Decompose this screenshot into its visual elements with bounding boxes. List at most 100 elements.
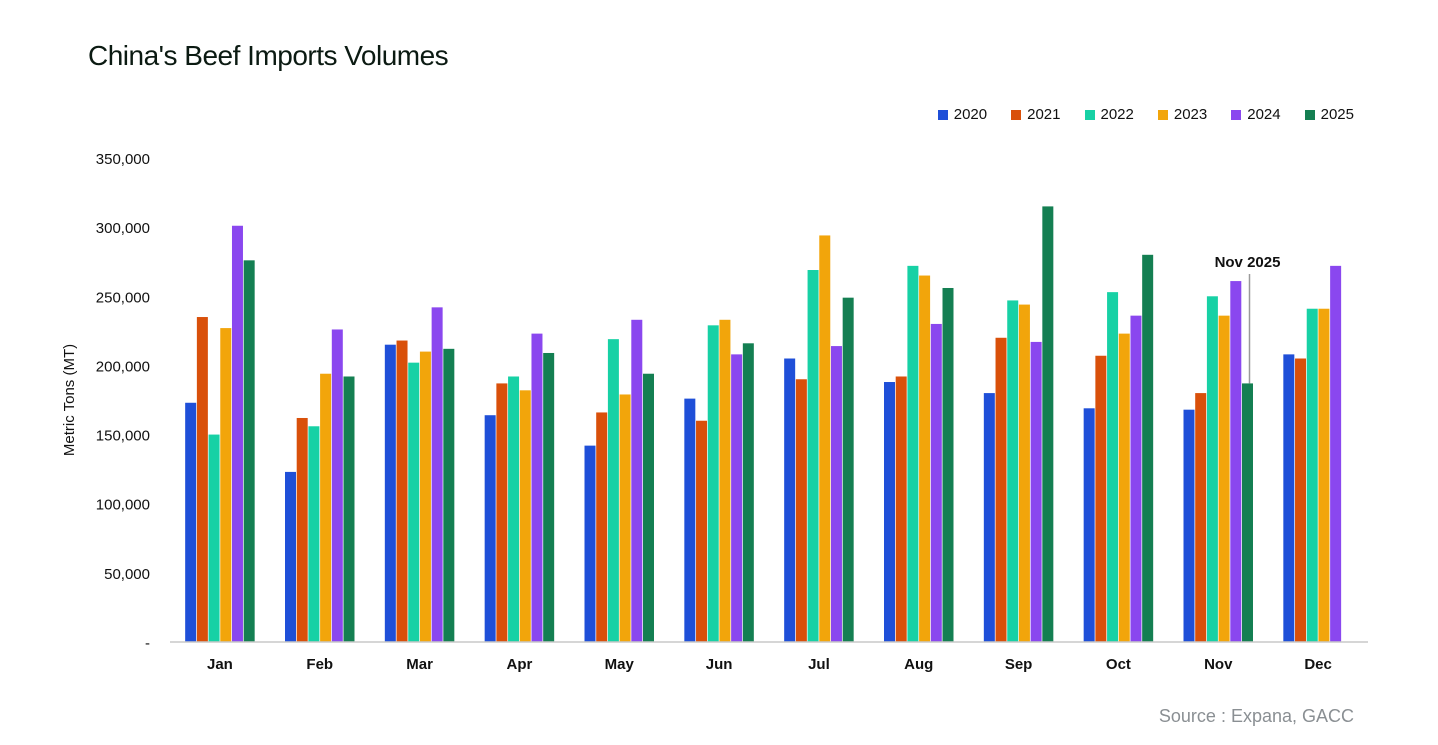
legend-item-2021: 2021 xyxy=(1011,106,1061,123)
legend-item-2023: 2023 xyxy=(1157,106,1208,123)
bar-2023-Jan xyxy=(220,328,232,642)
bar-2022-Feb xyxy=(308,426,320,642)
legend-swatch xyxy=(937,109,948,120)
bar-2020-Jun xyxy=(684,398,696,642)
bar-2024-Dec xyxy=(1330,265,1342,642)
bar-2020-Apr xyxy=(484,415,496,642)
bar-2022-Jul xyxy=(807,270,819,642)
bar-2021-Mar xyxy=(396,340,408,642)
bar-2024-Aug xyxy=(930,323,942,642)
bar-2025-Mar xyxy=(443,348,455,642)
bar-2024-Feb xyxy=(331,329,343,642)
bar-2024-Jul xyxy=(830,346,842,642)
y-tick-label: 150,000 xyxy=(96,428,150,445)
bar-2022-Aug xyxy=(907,265,919,642)
y-tick-label: 350,000 xyxy=(96,151,150,168)
bar-2022-Mar xyxy=(408,362,420,642)
bar-2021-Sep xyxy=(995,337,1007,642)
x-tick-label: Apr xyxy=(506,656,532,673)
bar-2020-Jan xyxy=(185,402,197,642)
bar-2022-Apr xyxy=(508,376,520,642)
legend: 2020 2021 2022 2023 2024 2025 xyxy=(937,106,1354,123)
legend-swatch xyxy=(1304,109,1315,120)
x-tick-label: Dec xyxy=(1304,656,1332,673)
bar-2025-Apr xyxy=(543,352,555,642)
legend-label: 2020 xyxy=(953,106,988,123)
legend-item-2020: 2020 xyxy=(937,106,988,123)
bar-2020-Oct xyxy=(1083,408,1095,642)
bar-2023-Jun xyxy=(719,319,731,642)
x-tick-label: Oct xyxy=(1106,656,1131,673)
legend-label: 2025 xyxy=(1320,106,1354,123)
x-tick-label: May xyxy=(605,656,635,673)
bar-2025-Feb xyxy=(343,376,355,642)
legend-swatch xyxy=(1157,109,1168,120)
bar-2025-Jan xyxy=(243,260,255,642)
legend-label: 2023 xyxy=(1173,106,1208,123)
legend-label: 2021 xyxy=(1027,106,1061,123)
bar-2025-Sep xyxy=(1042,206,1054,642)
bar-2021-Oct xyxy=(1095,355,1107,642)
bar-2022-Dec xyxy=(1306,308,1318,642)
x-tick-label: Jul xyxy=(808,656,830,673)
bar-2024-Oct xyxy=(1130,315,1142,642)
bar-2024-Jun xyxy=(731,354,743,642)
y-tick-label: 100,000 xyxy=(96,497,150,514)
bar-2022-Sep xyxy=(1007,300,1019,642)
bar-2024-Jan xyxy=(231,225,243,642)
x-tick-label: Mar xyxy=(406,656,433,673)
bar-2023-Dec xyxy=(1318,308,1330,642)
legend-label: 2024 xyxy=(1247,106,1281,123)
x-tick-label: Feb xyxy=(306,656,333,673)
bar-2023-Apr xyxy=(519,390,531,642)
bar-2020-Mar xyxy=(384,344,396,642)
bar-2021-Feb xyxy=(296,417,308,642)
bar-2024-Apr xyxy=(531,333,543,642)
bar-2021-Jan xyxy=(196,317,208,642)
legend-label: 2022 xyxy=(1100,106,1134,123)
bar-2021-Jul xyxy=(795,379,807,642)
bar-2021-Jun xyxy=(696,420,708,642)
source-note: Source : Expana, GACC xyxy=(1158,706,1354,726)
bar-2021-Aug xyxy=(895,376,907,642)
annotation-label: Nov 2025 xyxy=(1215,254,1281,271)
x-tick-label: Aug xyxy=(904,656,933,673)
bar-2022-Jan xyxy=(208,434,220,642)
bar-2024-Mar xyxy=(431,307,443,642)
y-tick-label: 250,000 xyxy=(96,289,150,306)
y-tick-label: 50,000 xyxy=(104,566,150,583)
bar-2023-May xyxy=(619,394,631,642)
bar-2020-Feb xyxy=(285,471,296,642)
y-tick-label: - xyxy=(145,635,150,652)
bar-2020-Jul xyxy=(784,358,796,642)
legend-item-2024: 2024 xyxy=(1231,106,1281,123)
bar-2023-Aug xyxy=(919,275,931,642)
bar-2025-Nov xyxy=(1242,383,1253,642)
bar-2021-Apr xyxy=(496,383,508,642)
bar-2025-Oct xyxy=(1142,254,1154,643)
x-tick-label: Nov xyxy=(1204,656,1233,673)
y-tick-label: 200,000 xyxy=(96,358,150,375)
bar-2023-Feb xyxy=(320,373,332,642)
bar-2020-Aug xyxy=(884,382,895,642)
bar-2021-Dec xyxy=(1295,358,1307,642)
bar-2025-May xyxy=(643,373,654,642)
bar-2022-Oct xyxy=(1107,292,1119,642)
bar-2020-May xyxy=(584,445,596,642)
chart-title: China's Beef Imports Volumes xyxy=(88,40,449,71)
bar-2023-Mar xyxy=(419,351,431,642)
x-tick-label: Jan xyxy=(207,656,233,673)
legend-item-2022: 2022 xyxy=(1084,106,1134,123)
bar-2023-Sep xyxy=(1018,304,1030,642)
bar-2022-May xyxy=(607,339,619,642)
legend-swatch xyxy=(1084,109,1095,120)
bar-2023-Nov xyxy=(1218,315,1230,642)
x-tick-label: Jun xyxy=(706,656,733,673)
bar-2023-Jul xyxy=(819,235,831,642)
bar-2022-Jun xyxy=(707,325,719,642)
legend-swatch xyxy=(1231,109,1242,120)
bar-2020-Sep xyxy=(983,393,995,642)
bar-2025-Jun xyxy=(742,343,754,642)
bar-2020-Dec xyxy=(1283,354,1295,642)
